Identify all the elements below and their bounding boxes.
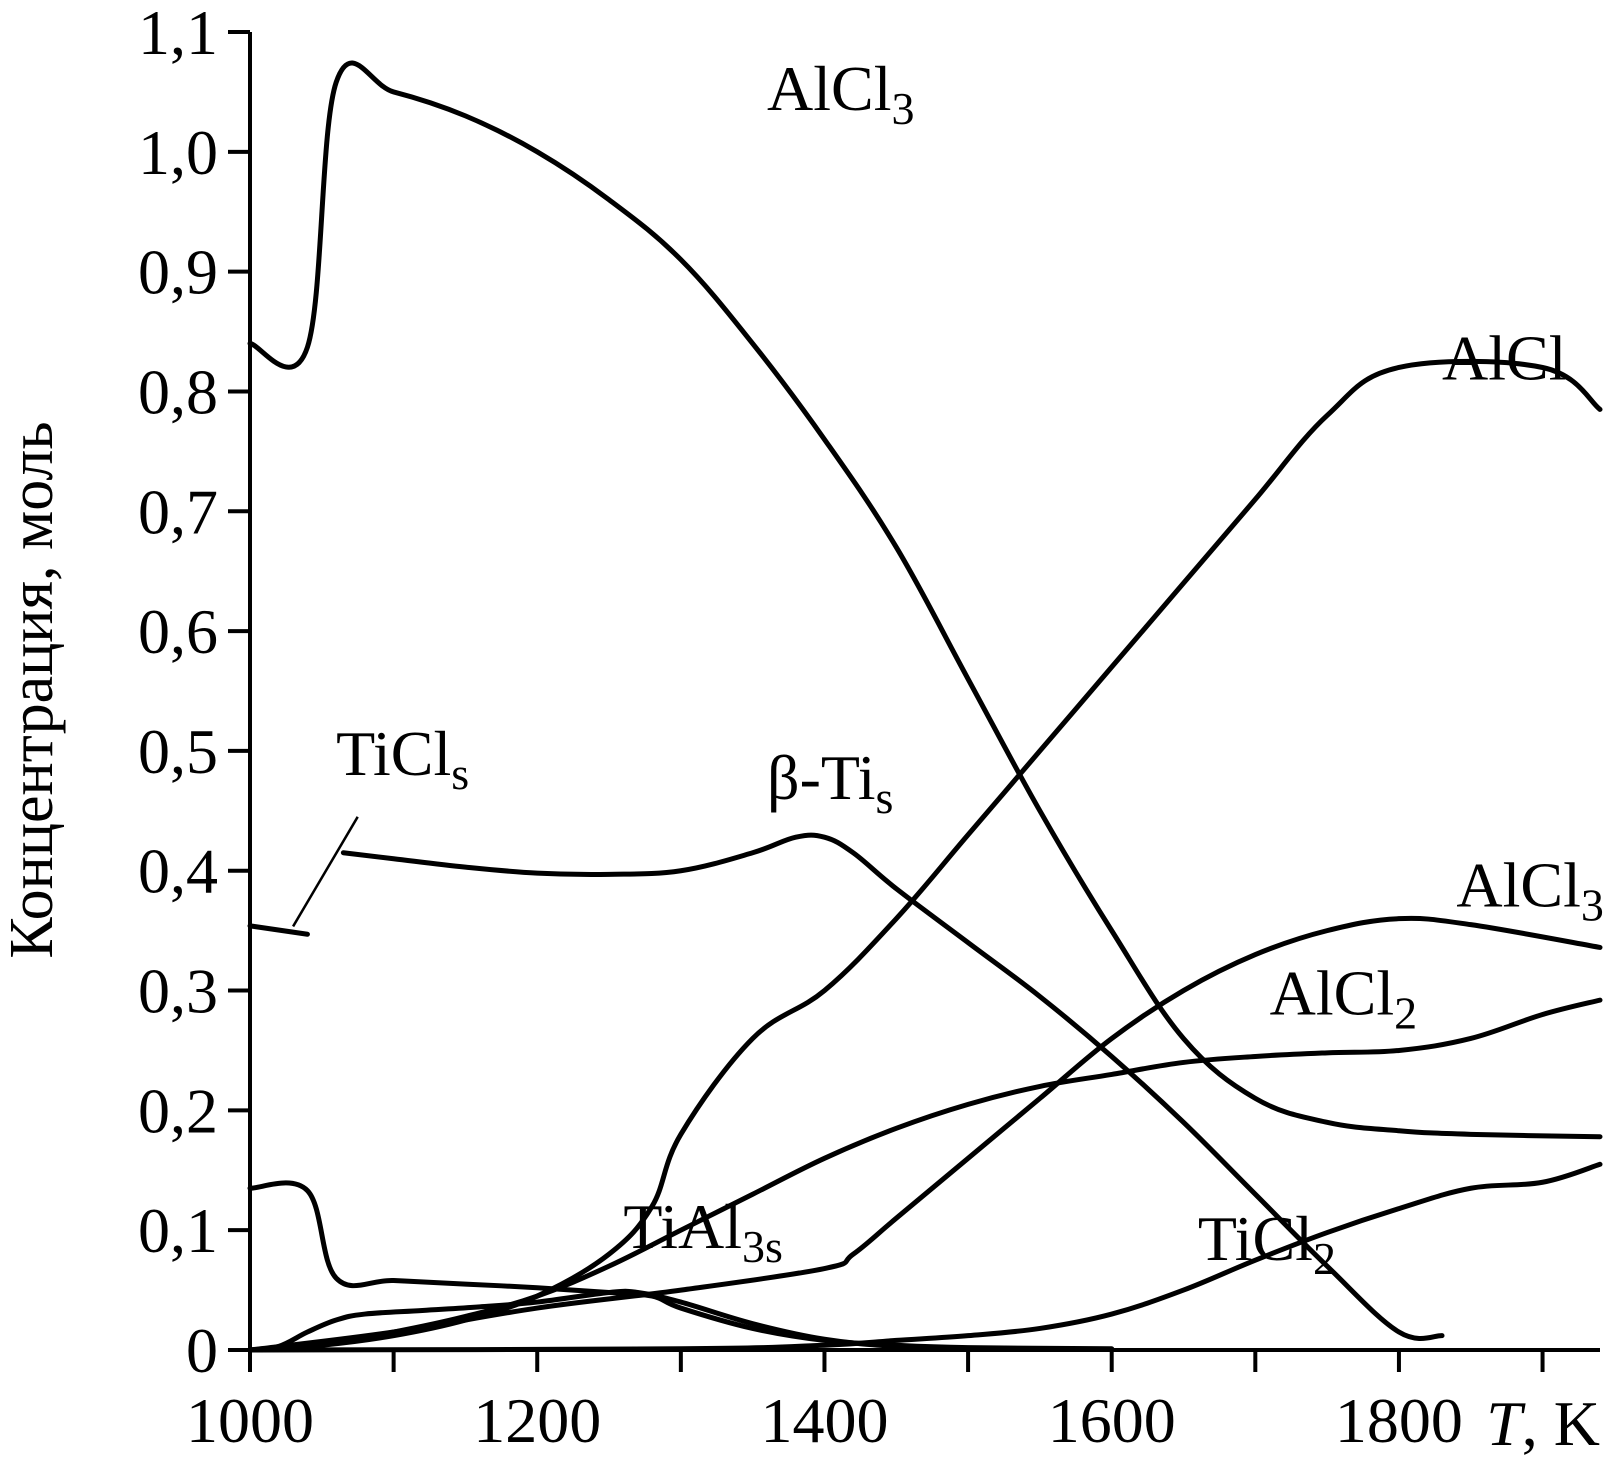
x-tick-label: 1800 (1335, 1385, 1463, 1456)
series-label-text: TiCl (336, 718, 451, 789)
series-label-text: AlCl (1456, 850, 1580, 921)
y-axis-label: Концентрация, моль (0, 421, 66, 958)
y-tick-label: 0,1 (138, 1195, 218, 1266)
series-line-2 (247, 915, 1603, 1353)
series-label-text: AlCl (1270, 958, 1394, 1029)
series-line-1 (247, 358, 1603, 1353)
tick-labels: 0 0,1 0,2 0,3 0,4 0,5 0,6 0,7 0,8 0,9 1,0 1,1 1000 12… (138, 0, 1463, 1456)
y-tick-label: 0,6 (138, 596, 218, 667)
x-tick-label: 1600 (1048, 1385, 1176, 1456)
x-axis-unit: , K (1522, 1388, 1600, 1459)
series-label-2: AlCl3 (1456, 850, 1603, 931)
series-label-text: β-Ti (767, 742, 876, 813)
x-tick-label: 1200 (473, 1385, 601, 1456)
series-label-text: TiAl (623, 1191, 742, 1262)
y-tick-label: 0,5 (138, 716, 218, 787)
series-line-7 (247, 1161, 1603, 1353)
y-tick-label: 0,7 (138, 476, 218, 547)
series-line-6 (247, 1288, 971, 1353)
x-tick-label: 1000 (186, 1385, 314, 1456)
axes (228, 30, 1600, 1372)
x-tick-label: 1400 (760, 1385, 888, 1456)
y-tick-label: 1,1 (138, 0, 218, 68)
series-label-subscript: 3 (1581, 880, 1604, 931)
series-label-0: AlCl3 (767, 53, 914, 134)
y-tick-label: 0,4 (138, 836, 218, 907)
series-label-3: AlCl2 (1270, 958, 1417, 1039)
y-tick-label: 0,8 (138, 356, 218, 427)
x-axis-label: T, K (1486, 1388, 1600, 1459)
series-label-subscript: 2 (1394, 988, 1417, 1039)
series-line-5 (340, 832, 1445, 1341)
series-label-6: TiAl3s (623, 1191, 783, 1272)
y-tick-label: 0,9 (138, 237, 218, 308)
series-lines (247, 60, 1603, 1353)
y-tick-label: 0,3 (138, 956, 218, 1027)
y-tick-label: 1,0 (138, 117, 218, 188)
series-line-3 (247, 997, 1603, 1353)
series-label-text: AlCl (1442, 322, 1566, 393)
series-label-subscript: s (876, 772, 894, 823)
series-label-text: AlCl (767, 53, 891, 124)
series-line-8 (247, 923, 310, 937)
x-axis-variable: T (1486, 1388, 1526, 1459)
series-label-subscript: 3 (891, 83, 914, 134)
label-leader (292, 816, 359, 928)
series-label-subscript: 3s (742, 1221, 783, 1272)
series-label-5: β-Tis (767, 742, 893, 823)
y-tick-label: 0,2 (138, 1075, 218, 1146)
series-label-4: TiCls (336, 718, 469, 799)
series-line-0 (247, 60, 1603, 1140)
y-tick-label: 0 (186, 1315, 218, 1386)
series-label-text: TiCl (1198, 1203, 1313, 1274)
series-label-7: TiCl2 (1198, 1203, 1336, 1284)
series-label-subscript: 2 (1313, 1233, 1336, 1284)
series-label-subscript: s (451, 748, 469, 799)
series-label-1: AlCl (1442, 322, 1566, 393)
